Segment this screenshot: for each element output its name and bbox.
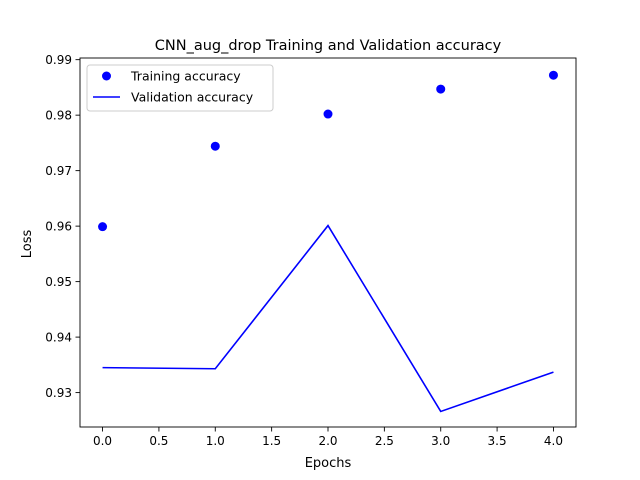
- x-tick-label: 1.5: [262, 434, 281, 448]
- legend-marker-swatch: [102, 71, 111, 81]
- x-tick-label: 3.0: [431, 434, 450, 448]
- series-line-validation-accuracy: [102, 224, 554, 413]
- legend: Training accuracy Validation accuracy: [86, 64, 274, 112]
- x-tick-label: 1.0: [206, 434, 225, 448]
- chart-title: CNN_aug_drop Training and Validation acc…: [155, 38, 502, 54]
- x-tick-label: 4.0: [544, 434, 563, 448]
- training-accuracy-point: [323, 109, 333, 119]
- x-tick-label: 2.5: [375, 434, 394, 448]
- y-tick-label: 0.96: [45, 220, 72, 234]
- legend-entry-label: Validation accuracy: [131, 90, 254, 105]
- x-tick-label: 0.5: [149, 434, 168, 448]
- x-tick-label: 2.0: [318, 434, 337, 448]
- axes: 0.0 0.5 1.0 1.5 2.0 2.5 3.0 3.5 4.0 0.93 0.94 0.95 0…: [45, 53, 577, 448]
- training-accuracy-point: [548, 70, 558, 80]
- legend-box: [86, 64, 274, 112]
- legend-entry-label: Training accuracy: [130, 69, 241, 84]
- y-tick-label: 0.94: [45, 331, 72, 345]
- training-accuracy-point: [436, 84, 446, 94]
- x-axis-label: Epochs: [305, 456, 352, 471]
- y-axis-label: Loss: [20, 230, 35, 259]
- training-accuracy-point: [98, 222, 108, 232]
- y-tick-label: 0.98: [45, 109, 72, 123]
- x-tick-label: 0.0: [93, 434, 112, 448]
- y-tick-label: 0.95: [45, 275, 72, 289]
- y-tick-label: 0.97: [45, 164, 72, 178]
- x-tick-label: 3.5: [488, 434, 507, 448]
- y-tick-label: 0.99: [45, 53, 72, 67]
- y-tick-label: 0.93: [45, 386, 72, 400]
- training-accuracy-point: [210, 141, 220, 151]
- plot-area: [98, 70, 558, 413]
